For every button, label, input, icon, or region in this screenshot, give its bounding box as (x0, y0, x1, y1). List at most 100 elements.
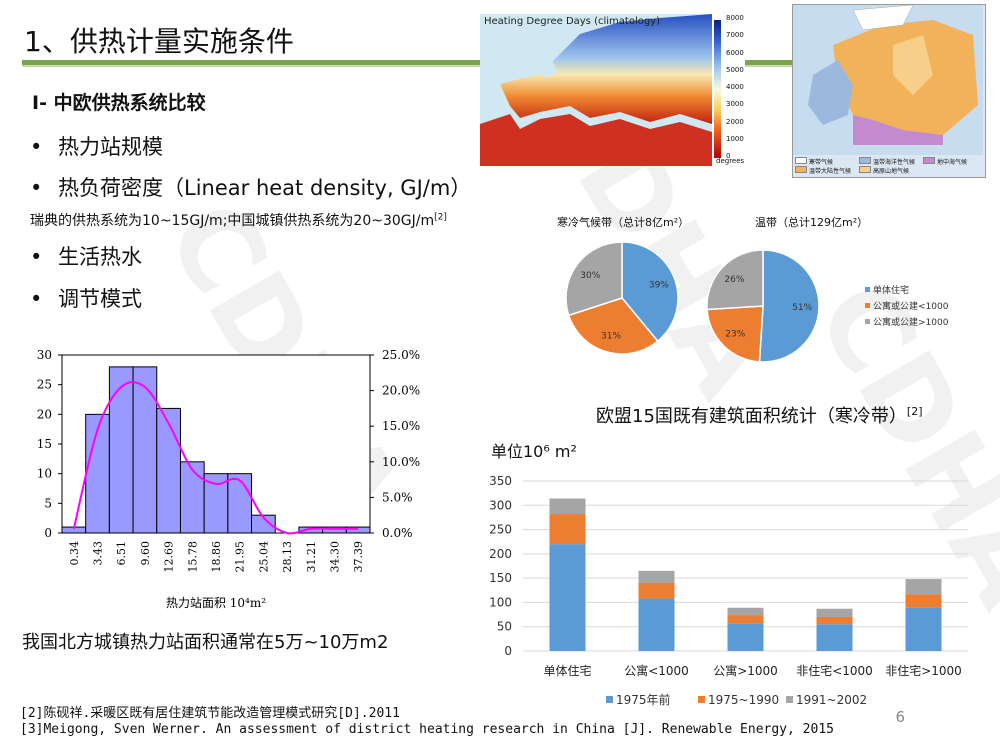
hdd-scale-ticks: 8000 7000 6000 5000 4000 3000 2000 1000 0 degrees (716, 14, 746, 166)
y-tick-label: 150 (489, 571, 512, 585)
climate-legend-item: 寒带气候 (795, 157, 833, 167)
x-tick-label: 6.51 (115, 541, 128, 566)
legend-label: 1991~2002 (796, 693, 867, 707)
y-tick-label: 100 (489, 595, 512, 609)
y-tick-label: 30 (37, 348, 52, 362)
x-tick-label: 12.69 (163, 541, 176, 573)
bullet-label: 热力站规模 (58, 135, 163, 159)
bullet-item: • 热负荷密度（Linear heat density, GJ/m） (30, 172, 471, 202)
x-tick-label: 15.78 (186, 541, 199, 573)
histogram-bar (227, 473, 253, 534)
hdd-map: Heating Degree Days (climatology) 8000 70… (480, 14, 745, 166)
y-tick-label: 15 (37, 437, 52, 451)
pie-slice-label: 39% (649, 281, 669, 291)
y-tick-label: 250 (489, 523, 512, 537)
x-tick-label: 单体住宅 (543, 663, 591, 678)
unit-label: 单位10⁶ m² (491, 442, 577, 461)
legend-swatch (606, 696, 613, 703)
y2-tick-label: 25.0% (382, 348, 420, 362)
legend-label: 1975年前 (616, 692, 671, 707)
climate-legend-label: 高原山地气候 (873, 168, 910, 175)
hdd-scale-tick: 7000 (726, 31, 744, 40)
climate-legend-item: 地中海气候 (923, 157, 967, 167)
hdd-color-scale (714, 20, 721, 158)
climate-legend-label: 地中海气候 (937, 159, 968, 166)
hdd-scale-tick: 0 (726, 152, 731, 160)
percentage-line (72, 381, 359, 535)
reference-3: [3]Meigong, Sven Werner. An assessment o… (20, 722, 834, 737)
legend-swatch (698, 696, 705, 703)
x-tick-label: 0.34 (68, 541, 81, 566)
x-tick-label: 25.04 (257, 541, 270, 573)
y-tick-label: 300 (489, 498, 512, 512)
stacked-bar-segment (549, 514, 586, 545)
pie-slice-label: 51% (792, 303, 812, 313)
pie-slice-label: 23% (725, 330, 745, 340)
y-tick-label: 10 (37, 467, 52, 481)
pie-slice-label: 26% (724, 275, 744, 285)
stacked-bar-segment (549, 498, 586, 515)
climate-map: 寒带气候 温带海洋性气候 地中海气候温带大陆性气候 高原山地气候 (792, 4, 986, 178)
pie-title: 寒冷气候带（总计8亿m²） (557, 216, 690, 229)
x-tick-label: 37.39 (352, 541, 365, 573)
pie-slice (706, 249, 764, 311)
bullet-item: • 生活热水 (30, 241, 142, 271)
hdd-scale-tick: 3000 (726, 100, 744, 109)
y-tick-label: 0 (504, 644, 512, 658)
x-tick-label: 公寓>1000 (713, 663, 778, 678)
pie-legend-label: 公寓或公建>1000 (873, 316, 949, 328)
hdd-scale-tick: 2000 (726, 117, 744, 126)
stacked-bar-segment (727, 615, 764, 624)
bullet-label: 热负荷密度（Linear heat density, GJ/m） (58, 176, 472, 200)
y2-tick-label: 0.0% (382, 526, 413, 540)
bullet-item: • 调节模式 (30, 283, 142, 313)
histogram-bar (132, 366, 158, 534)
section-heading: Ⅰ- 中欧供热系统比较 (32, 92, 206, 114)
bullet-marker: • (30, 287, 43, 311)
hdd-scale-tick: 4000 (726, 83, 744, 91)
reference-2: [2]陈砚祥.采暖区既有居住建筑节能改造管理模式研究[D].2011 (20, 706, 400, 721)
stacked-bar-segment (816, 617, 853, 625)
y-tick-label: 20 (37, 407, 52, 421)
station-caption: 我国北方城镇热力站面积通常在5万~10万m2 (22, 632, 389, 653)
climate-legend-label: 温带海洋性气候 (873, 159, 916, 166)
climate-legend-label: 寒带气候 (809, 159, 834, 166)
climate-legend-swatch (795, 157, 807, 164)
x-tick-label: 非住宅>1000 (885, 663, 962, 678)
pie-slice-label: 31% (601, 332, 621, 342)
bullet-marker: • (30, 176, 43, 200)
x-tick-label: 31.21 (305, 541, 318, 573)
heat-density-note: 瑞典的供热系统为10~15GJ/m;中国城镇供热系统为20~30GJ/m[2] (30, 210, 447, 230)
stacked-bar-segment (638, 570, 675, 583)
pie-slice (565, 241, 623, 317)
x-axis-title: 热力站面积 10⁴m² (166, 596, 266, 610)
climate-legend-item: 高原山地气候 (859, 166, 909, 176)
y-tick-label: 50 (497, 620, 512, 634)
legend-swatch (786, 696, 793, 703)
climate-legend-item: 温带海洋性气候 (859, 157, 915, 167)
stacked-bar-segment (727, 607, 764, 616)
y-tick-label: 25 (37, 378, 52, 392)
climate-legend-label: 温带大陆性气候 (809, 168, 852, 175)
y2-tick-label: 15.0% (382, 419, 420, 433)
pie-title: 温带（总计129亿m²） (755, 216, 869, 229)
climate-legend-swatch (859, 166, 871, 173)
stacked-bar-segment (905, 594, 942, 608)
hdd-scale-tick: 1000 (726, 134, 744, 143)
y-tick-label: 0 (44, 526, 52, 540)
slide-title: 1、供热计量实施条件 (24, 25, 294, 58)
y-tick-label: 350 (489, 474, 512, 488)
pie-slice-label: 30% (580, 271, 600, 281)
stacked-bar-segment (905, 607, 942, 651)
pie-slice (706, 305, 764, 363)
note-ref: [2] (434, 212, 447, 223)
histogram-bar (179, 461, 205, 534)
histogram-bar (251, 514, 276, 534)
climate-legend-swatch (859, 157, 871, 164)
x-tick-label: 公寓<1000 (624, 663, 689, 678)
page-number: 6 (895, 708, 905, 726)
pie-legend-swatch (865, 319, 870, 324)
pie-legend-swatch (865, 287, 870, 292)
hdd-map-graphic (480, 14, 745, 166)
hdd-scale-unit: degrees (716, 157, 745, 165)
